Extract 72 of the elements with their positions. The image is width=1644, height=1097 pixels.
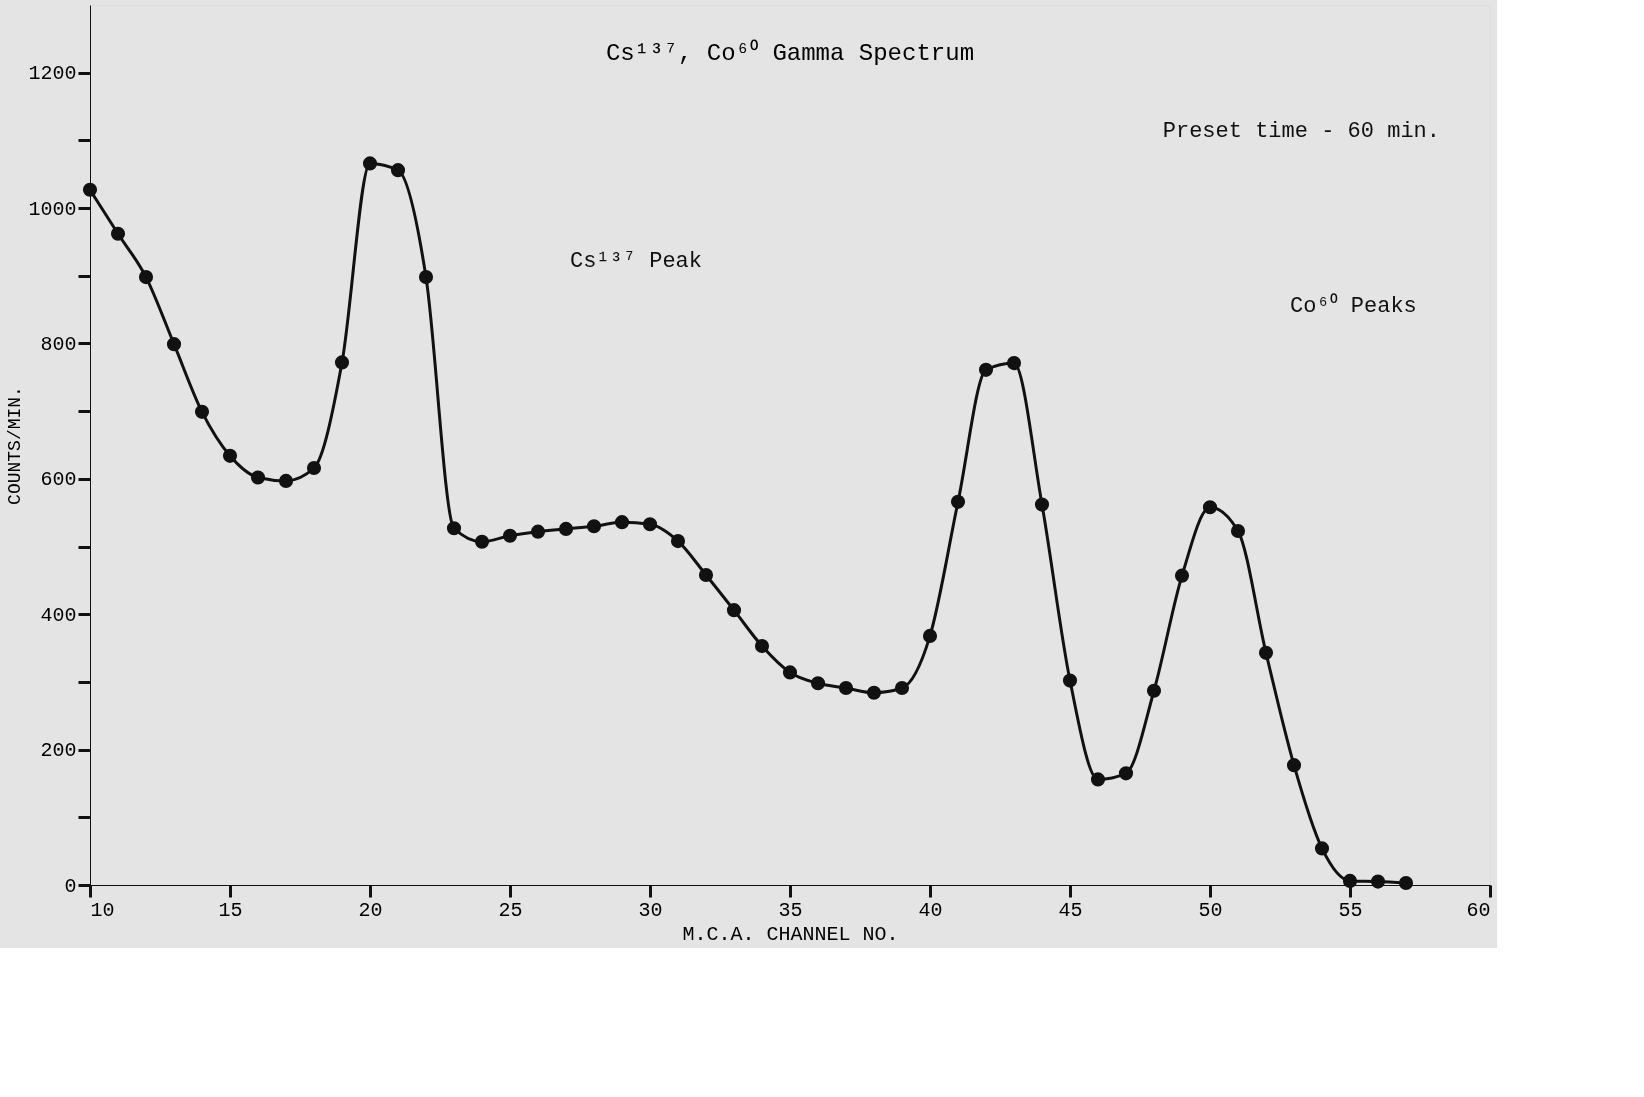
y-tick-label: 1000 bbox=[28, 197, 77, 221]
point bbox=[726, 603, 742, 618]
point bbox=[614, 515, 630, 530]
point bbox=[1398, 875, 1414, 891]
point bbox=[978, 362, 994, 377]
point bbox=[222, 448, 238, 463]
point bbox=[110, 226, 126, 241]
point bbox=[1342, 873, 1358, 888]
point bbox=[1258, 645, 1274, 660]
point bbox=[250, 470, 266, 485]
x-tick-label: 55 bbox=[1338, 898, 1363, 922]
x-tick-label: 30 bbox=[638, 898, 663, 922]
x-tick-label: 25 bbox=[498, 898, 523, 922]
y-tick-label: 600 bbox=[40, 468, 77, 492]
point bbox=[418, 270, 434, 285]
point bbox=[1370, 874, 1386, 889]
point bbox=[1174, 568, 1190, 583]
point bbox=[446, 521, 462, 536]
point bbox=[530, 524, 546, 539]
point bbox=[1286, 758, 1302, 773]
point bbox=[698, 567, 714, 583]
point bbox=[586, 519, 602, 534]
y-tick-label: 1200 bbox=[28, 62, 77, 86]
point bbox=[754, 638, 770, 654]
point bbox=[334, 355, 350, 370]
x-tick-label: 15 bbox=[218, 898, 243, 922]
point bbox=[1202, 500, 1218, 515]
point bbox=[1230, 523, 1246, 539]
point bbox=[782, 665, 798, 680]
y-axis-title: COUNTS/MIN. bbox=[5, 386, 26, 505]
point bbox=[166, 337, 182, 352]
x-tick-label: 50 bbox=[1198, 898, 1223, 922]
x-tick-label: 40 bbox=[918, 898, 943, 922]
point bbox=[138, 270, 154, 285]
point bbox=[1090, 772, 1106, 787]
point bbox=[1034, 497, 1050, 512]
point bbox=[306, 460, 322, 476]
point bbox=[922, 628, 938, 643]
point bbox=[558, 521, 574, 536]
point bbox=[810, 676, 826, 691]
x-tick-label: 60 bbox=[1466, 898, 1491, 922]
point bbox=[194, 404, 210, 419]
point bbox=[1314, 841, 1330, 856]
point bbox=[950, 494, 966, 509]
x-tick-label: 35 bbox=[778, 898, 803, 922]
point bbox=[278, 473, 294, 488]
point bbox=[642, 517, 658, 532]
x-tick-label: 45 bbox=[1058, 898, 1083, 922]
y-tick-label: 400 bbox=[40, 603, 77, 627]
point bbox=[1006, 356, 1022, 371]
x-tick-label: 10 bbox=[90, 898, 115, 922]
y-tick-label: 200 bbox=[40, 739, 77, 763]
point bbox=[894, 680, 910, 696]
point bbox=[838, 680, 854, 696]
point bbox=[502, 528, 518, 543]
point bbox=[1062, 673, 1078, 688]
annotation: Preset time - 60 min. bbox=[1162, 119, 1440, 144]
annotation: Cs¹³⁷ Peak bbox=[570, 249, 703, 274]
point bbox=[670, 534, 686, 549]
point bbox=[390, 163, 406, 178]
point bbox=[362, 156, 378, 171]
point bbox=[1118, 766, 1134, 781]
point bbox=[82, 182, 98, 197]
y-tick-label: 800 bbox=[40, 332, 77, 356]
point bbox=[1146, 683, 1162, 698]
y-tick-label: 0 bbox=[64, 874, 77, 898]
x-axis-title: M.C.A. CHANNEL NO. bbox=[682, 922, 899, 946]
point bbox=[866, 685, 882, 700]
point bbox=[474, 534, 490, 549]
x-tick-label: 20 bbox=[358, 898, 383, 922]
text: Cs¹³⁷, Co⁶⁰ Gamma Spectrum bbox=[605, 39, 975, 67]
annotation: Co⁶⁰ Peaks bbox=[1290, 293, 1417, 319]
